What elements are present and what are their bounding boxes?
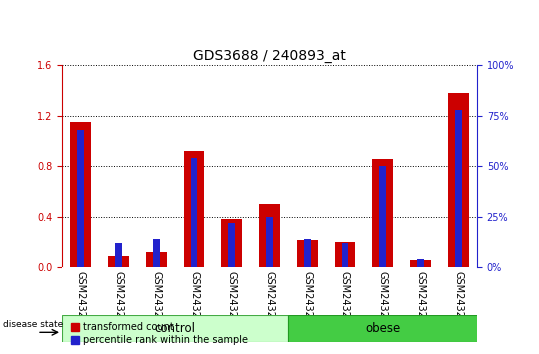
Text: GSM243219: GSM243219 [227, 271, 237, 330]
Bar [448, 93, 468, 267]
Bar [342, 243, 348, 267]
Text: GSM243220: GSM243220 [265, 271, 274, 330]
Bar [372, 159, 393, 267]
Bar [71, 122, 91, 267]
Bar [62, 315, 288, 342]
Bar [335, 242, 355, 267]
Bar [78, 130, 84, 267]
Bar [266, 217, 273, 267]
Text: GSM243218: GSM243218 [189, 271, 199, 330]
Bar [191, 158, 197, 267]
Bar [304, 239, 310, 267]
Bar [455, 110, 461, 267]
Bar [222, 219, 242, 267]
Bar [229, 223, 235, 267]
Text: disease state: disease state [3, 320, 64, 329]
Bar [410, 260, 431, 267]
Bar [379, 166, 386, 267]
Text: GSM243227: GSM243227 [378, 271, 388, 330]
Bar [259, 204, 280, 267]
Text: GSM243215: GSM243215 [76, 271, 86, 330]
Bar [184, 151, 204, 267]
Text: obese: obese [365, 322, 400, 335]
Bar [288, 315, 496, 342]
Bar [417, 259, 424, 267]
Text: GSM243228: GSM243228 [416, 271, 425, 330]
Bar [146, 252, 167, 267]
Text: control: control [155, 322, 196, 335]
Text: GSM243217: GSM243217 [151, 271, 161, 330]
Text: GSM243226: GSM243226 [340, 271, 350, 330]
Bar [297, 240, 317, 267]
Bar [153, 239, 160, 267]
Text: GSM243216: GSM243216 [114, 271, 123, 330]
Title: GDS3688 / 240893_at: GDS3688 / 240893_at [193, 49, 346, 63]
Bar [115, 243, 122, 267]
Bar [108, 256, 129, 267]
Text: GSM243225: GSM243225 [302, 271, 312, 330]
Legend: transformed count, percentile rank within the sample: transformed count, percentile rank withi… [67, 319, 252, 349]
Text: GSM243275: GSM243275 [453, 271, 463, 330]
